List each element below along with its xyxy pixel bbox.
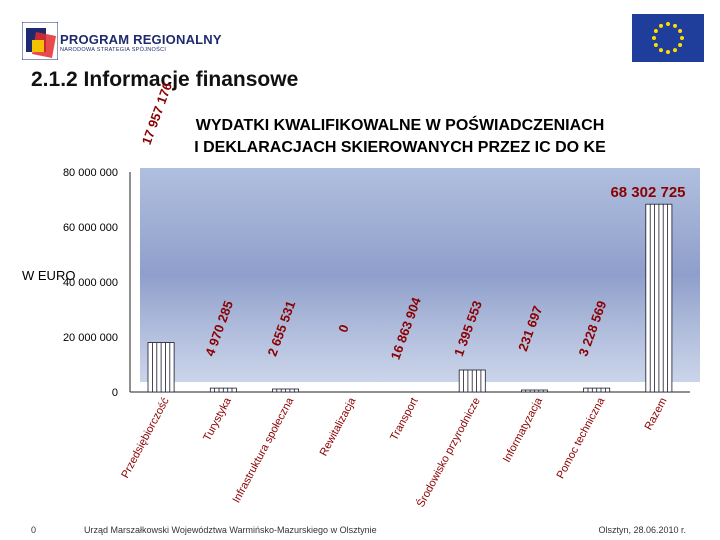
footer-institution: Urząd Marszałkowski Województwa Warmińsk… [84,525,377,535]
data-label: 0 [335,322,352,334]
category-label: Pomoc techniczna [555,395,608,481]
eu-star-icon [680,36,684,40]
eu-star-icon [659,48,663,53]
category-label: Rewitalizacja [318,395,359,458]
chart-background-band [140,168,700,382]
category-label: Informatyzacja [501,395,546,465]
eu-star-icon [673,48,677,53]
eu-star-icon [666,50,670,54]
header: PROGRAM REGIONALNY NARODOWA STRATEGIA SP… [0,0,720,66]
y-axis-label: W EURO [22,268,75,283]
category-label: Przedsiębiorczość [119,395,172,480]
y-tick-label: 0 [112,387,118,399]
chart-title-line-1: WYDATKI KWALIFIKOWALNE W POŚWIADCZENIACH [196,115,605,134]
data-label: 68 302 725 [610,184,685,201]
footer: 0 Urząd Marszałkowski Województwa Warmiń… [0,520,720,540]
eu-flag-icon [632,14,704,62]
category-label: Turystyka [201,395,234,443]
category-label: Infrastruktura społeczna [231,395,297,505]
eu-star-icon [659,23,663,28]
category-label: Środowisko przyrodnicze [414,395,483,509]
eu-star-icon [652,36,656,40]
eu-star-icon [678,29,683,33]
chart-title-line-2: I DEKLARACJACH SKIEROWANYCH PRZEZ IC DO … [194,139,606,156]
footer-date: Olsztyn, 28.06.2010 r. [598,525,686,535]
program-regionalny-logo-icon [22,22,58,60]
logo-subtitle: NARODOWA STRATEGIA SPÓJNOŚCI [60,47,167,53]
y-tick-label: 60 000 000 [63,222,118,234]
data-label: 17 957 176 [139,80,175,146]
category-label: Razem [643,396,670,432]
eu-star-icon [653,43,658,47]
eu-star-icon [678,43,683,47]
logo-title: PROGRAM REGIONALNY [60,32,222,47]
eu-star-icon [673,23,677,28]
y-tick-label: 20 000 000 [63,332,118,344]
eu-star-icon [653,29,658,33]
y-tick-label: 40 000 000 [63,277,118,289]
y-tick-label: 80 000 000 [63,167,118,179]
eu-star-icon [666,22,670,26]
category-label: Transport [388,396,421,443]
page-number: 0 [31,525,37,535]
slide-title: 2.1.2 Informacje finansowe [31,68,299,91]
